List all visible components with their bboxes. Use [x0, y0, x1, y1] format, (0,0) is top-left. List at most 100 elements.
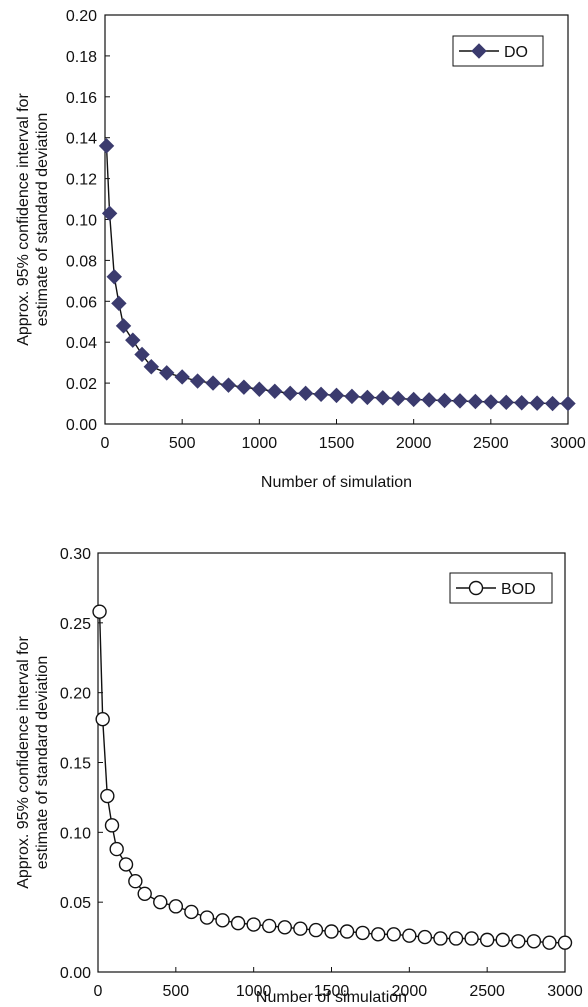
y-tick-label: 0.20	[60, 686, 91, 703]
data-point-BOD	[417, 929, 433, 945]
y-axis-title-line: estimate of standard deviation	[34, 113, 51, 326]
data-point-BOD	[433, 931, 448, 946]
x-tick-label: 3000	[547, 983, 583, 1000]
data-point-BOD	[215, 913, 230, 928]
y-axis-title-line: Approx. 95% confidence interval for	[15, 93, 32, 346]
data-point-DO	[189, 373, 206, 389]
y-tick-label: 0.06	[66, 294, 97, 311]
data-point-DO	[390, 390, 406, 407]
data-point-DO	[344, 388, 360, 405]
plot-frame	[97, 552, 566, 973]
data-point-DO	[452, 393, 468, 409]
data-point-BOD	[100, 788, 115, 804]
x-tick-label: 2000	[392, 983, 428, 1000]
plot-frame	[104, 14, 569, 425]
data-point-DO	[405, 391, 422, 408]
legend-label: BOD	[501, 581, 536, 598]
data-point-BOD	[464, 931, 479, 946]
data-point-DO	[134, 346, 150, 363]
data-point-DO	[98, 138, 115, 154]
data-point-DO	[101, 205, 118, 222]
data-point-DO	[282, 385, 298, 402]
data-point-DO	[267, 383, 283, 399]
data-point-DO	[313, 386, 329, 403]
series-line-DO	[105, 145, 568, 405]
chart-1: 0.00 0.02 0.04 0.06 0.08 0.10 0.12 0.14 0.16 0.18…	[15, 8, 586, 491]
data-point-BOD	[95, 712, 110, 727]
x-axis-title: Number of simulation	[256, 989, 407, 1006]
data-point-DO	[174, 369, 190, 385]
data-point-BOD	[448, 931, 464, 946]
y-tick-label: 0.04	[66, 335, 97, 352]
data-point-BOD	[230, 915, 246, 931]
y-axis-title-line: Approx. 95% confidence interval for	[15, 636, 32, 889]
x-tick-label: 500	[162, 983, 189, 1000]
data-point-BOD	[277, 920, 292, 935]
data-point-BOD	[324, 924, 339, 939]
data-point-BOD	[542, 935, 557, 950]
data-point-DO	[159, 365, 175, 381]
y-tick-label: 0.14	[66, 131, 97, 148]
data-point-BOD	[293, 921, 308, 936]
y-tick-label: 0.00	[60, 965, 91, 982]
x-tick-label: 1500	[314, 983, 350, 1000]
data-point-DO	[359, 389, 376, 406]
data-point-DO	[205, 375, 221, 391]
data-point-BOD	[118, 857, 134, 872]
data-point-BOD	[355, 925, 370, 941]
data-point-BOD	[109, 841, 124, 857]
data-point-BOD	[137, 886, 152, 901]
data-point-DO	[544, 395, 561, 412]
data-point-BOD	[339, 924, 355, 939]
data-point-BOD	[495, 932, 510, 948]
y-tick-label: 0.18	[66, 49, 97, 66]
data-point-DO	[529, 395, 545, 411]
legend-marker	[471, 43, 487, 59]
y-tick-label: 0.10	[60, 825, 91, 842]
data-point-DO	[560, 395, 576, 412]
x-tick-label: 0	[101, 435, 110, 452]
x-tick-label: 0	[94, 983, 103, 1000]
data-point-DO	[125, 332, 141, 348]
x-tick-label: 2500	[469, 983, 505, 1000]
data-point-DO	[513, 395, 530, 411]
data-point-BOD	[184, 904, 199, 920]
y-tick-label: 0.30	[60, 546, 91, 563]
data-point-DO	[251, 381, 268, 397]
x-tick-label: 1000	[242, 435, 278, 452]
y-tick-label: 0.05	[60, 895, 91, 912]
data-point-DO	[236, 379, 252, 395]
data-point-BOD	[128, 874, 143, 889]
data-point-BOD	[168, 899, 184, 914]
series-line-BOD	[98, 611, 565, 944]
data-point-DO	[375, 390, 391, 406]
x-axis-title: Number of simulation	[261, 474, 412, 491]
data-point-BOD	[526, 934, 542, 949]
x-tick-label: 1500	[319, 435, 355, 452]
y-tick-label: 0.08	[66, 253, 97, 270]
data-point-DO	[436, 392, 453, 409]
legend-marker	[468, 580, 484, 596]
data-point-DO	[483, 394, 499, 410]
data-point-BOD	[308, 922, 324, 938]
data-point-BOD	[511, 934, 526, 949]
data-point-DO	[115, 318, 132, 334]
y-tick-label: 0.25	[60, 616, 91, 633]
data-point-BOD	[479, 932, 495, 948]
x-tick-label: 2000	[396, 435, 432, 452]
data-point-DO	[421, 392, 437, 408]
data-point-DO	[111, 295, 127, 312]
data-point-BOD	[557, 935, 573, 950]
data-point-DO	[220, 377, 237, 393]
data-point-BOD	[104, 818, 120, 833]
x-tick-label: 500	[169, 435, 196, 452]
x-tick-label: 2500	[473, 435, 509, 452]
data-point-DO	[106, 269, 122, 285]
y-tick-label: 0.16	[66, 90, 97, 107]
y-tick-label: 0.00	[66, 417, 97, 434]
data-point-DO	[467, 393, 484, 410]
y-tick-label: 0.10	[66, 213, 97, 230]
y-tick-label: 0.02	[66, 376, 97, 393]
y-tick-label: 0.12	[66, 172, 97, 189]
